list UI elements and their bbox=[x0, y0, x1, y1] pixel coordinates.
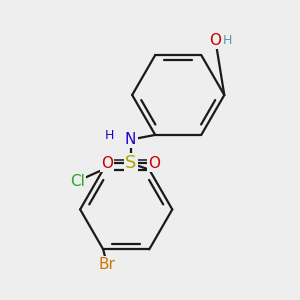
Text: N: N bbox=[125, 132, 136, 147]
Text: O: O bbox=[101, 156, 113, 171]
Text: H: H bbox=[223, 34, 232, 46]
Text: O: O bbox=[148, 156, 160, 171]
Text: Cl: Cl bbox=[70, 174, 85, 189]
Text: Br: Br bbox=[98, 257, 115, 272]
Text: H: H bbox=[105, 129, 115, 142]
Text: O: O bbox=[209, 32, 221, 47]
Text: S: S bbox=[125, 154, 136, 172]
